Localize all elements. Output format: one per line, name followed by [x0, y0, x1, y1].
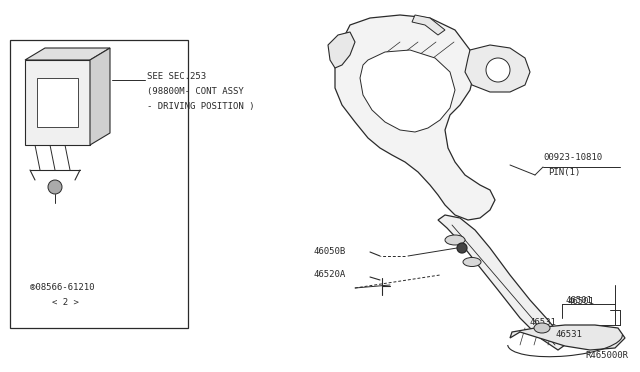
Text: ®08566-61210: ®08566-61210 — [30, 283, 95, 292]
Text: 46520A: 46520A — [313, 270, 345, 279]
Polygon shape — [335, 15, 495, 220]
Text: R465000R: R465000R — [585, 351, 628, 360]
Polygon shape — [438, 215, 565, 350]
Circle shape — [457, 243, 467, 253]
Bar — [10, 40, 188, 328]
Text: (98800M- CONT ASSY: (98800M- CONT ASSY — [147, 87, 244, 96]
Text: SEE SEC.253: SEE SEC.253 — [147, 72, 206, 81]
Polygon shape — [465, 45, 530, 92]
Polygon shape — [25, 60, 90, 145]
Text: 46531: 46531 — [555, 330, 582, 339]
Text: 46531: 46531 — [530, 318, 557, 327]
Polygon shape — [90, 48, 110, 145]
Polygon shape — [328, 32, 355, 68]
Polygon shape — [510, 325, 625, 350]
Circle shape — [486, 58, 510, 82]
Text: PIN(1): PIN(1) — [548, 168, 580, 177]
Text: 46050B: 46050B — [313, 247, 345, 256]
Polygon shape — [37, 78, 78, 127]
Ellipse shape — [534, 323, 550, 333]
Polygon shape — [412, 15, 445, 35]
Text: 46501: 46501 — [568, 297, 595, 306]
Text: < 2 >: < 2 > — [52, 298, 79, 307]
Text: 46501: 46501 — [565, 296, 592, 305]
Polygon shape — [360, 50, 455, 132]
Text: - DRIVING POSITION ): - DRIVING POSITION ) — [147, 102, 255, 111]
Text: 00923-10810: 00923-10810 — [543, 153, 602, 162]
Polygon shape — [25, 48, 110, 60]
Ellipse shape — [463, 257, 481, 266]
Ellipse shape — [445, 235, 465, 245]
Circle shape — [48, 180, 62, 194]
